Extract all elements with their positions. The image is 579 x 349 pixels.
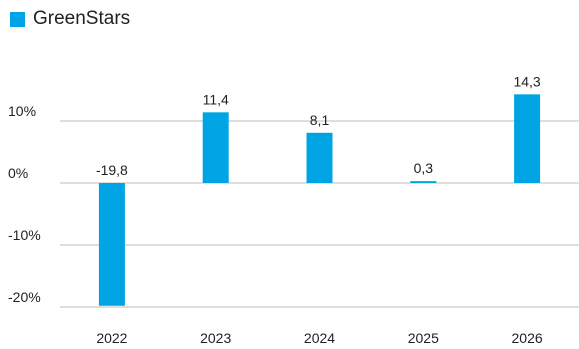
y-tick-label: 10%: [8, 103, 36, 119]
data-label-2022: -19,8: [96, 162, 128, 178]
bar-2025: [410, 181, 437, 183]
data-label-2023: 11,4: [203, 91, 229, 107]
legend-label: GreenStars: [33, 8, 131, 29]
data-label-2025: 0,3: [414, 160, 434, 176]
x-tick-label: 2024: [304, 330, 335, 346]
x-tick-label: 2026: [512, 330, 543, 346]
x-tick-label: 2022: [96, 330, 127, 346]
bar-2022: [98, 183, 125, 306]
y-tick-label: 0%: [8, 165, 28, 181]
data-label-2026: 14,3: [513, 73, 540, 89]
y-tick-label: -10%: [8, 227, 41, 243]
y-tick-label: -20%: [8, 289, 41, 305]
data-label-2024: 8,1: [310, 112, 330, 128]
legend: GreenStars: [10, 9, 130, 29]
legend-swatch: [10, 11, 25, 27]
x-tick-label: 2023: [200, 330, 231, 346]
bar-2024: [306, 132, 333, 183]
bar-2026: [514, 94, 541, 183]
bar-2023: [202, 112, 229, 183]
x-tick-label: 2025: [408, 330, 439, 346]
